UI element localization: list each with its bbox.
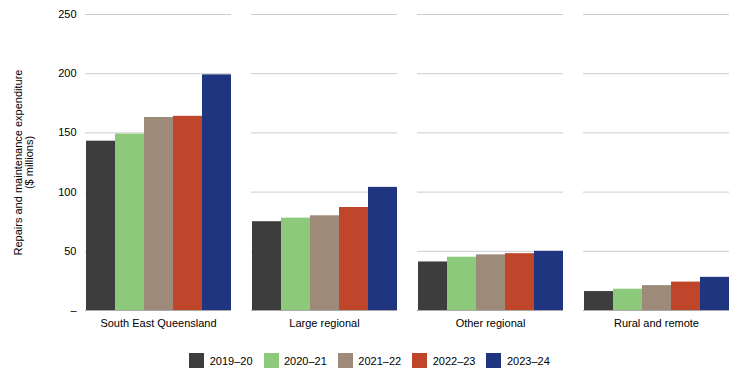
svg-text:150: 150 <box>58 126 76 138</box>
svg-text:250: 250 <box>58 8 76 20</box>
svg-text:Other regional: Other regional <box>456 317 526 329</box>
svg-text:Large regional: Large regional <box>289 317 359 329</box>
svg-text:200: 200 <box>58 67 76 79</box>
svg-text:–: – <box>70 304 77 316</box>
html-text:2020–21: 2020–21 <box>284 354 327 367</box>
svg-text:Rural and remote: Rural and remote <box>614 317 699 329</box>
svg-text:South East Queensland: South East Queensland <box>100 317 216 329</box>
html-text:2021–22: 2021–22 <box>358 354 402 367</box>
html-text:2023–24: 2023–24 <box>507 354 550 367</box>
html-text:2019–20: 2019–20 <box>209 354 253 367</box>
svg-text:100: 100 <box>58 186 76 198</box>
html-text:2022–23: 2022–23 <box>432 354 476 367</box>
svg-text:Repairs and maintenance expend: Repairs and maintenance expenditure($ mi… <box>12 70 35 256</box>
svg-text:50: 50 <box>64 245 76 257</box>
